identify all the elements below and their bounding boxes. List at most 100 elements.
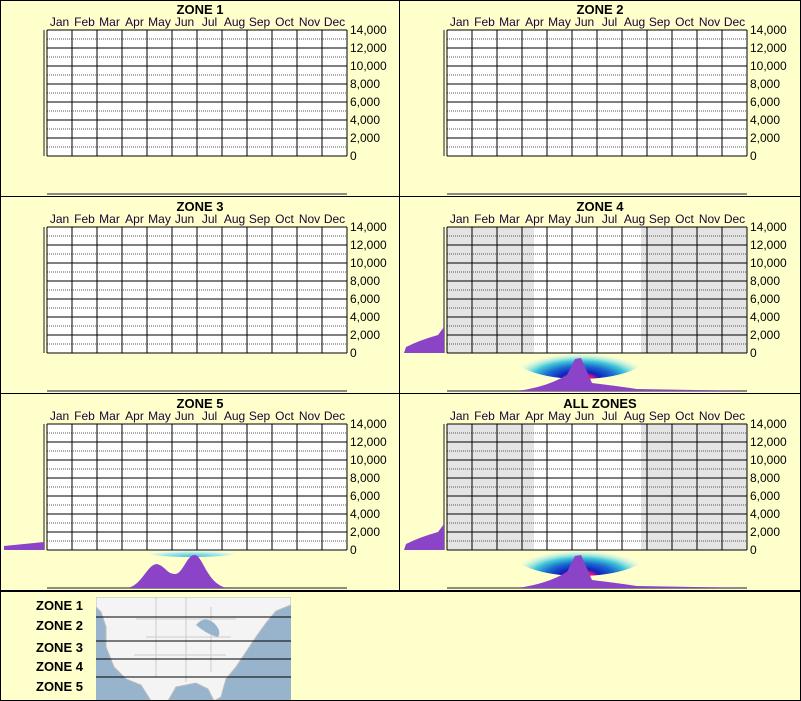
y-tick-label: 2,000 xyxy=(350,328,381,342)
month-label: Nov xyxy=(698,15,721,29)
bottom-marginal-density xyxy=(517,555,747,588)
month-label: Mar xyxy=(499,212,520,226)
month-label: Apr xyxy=(525,15,544,29)
y-tick-label: 0 xyxy=(750,149,757,163)
y-tick-label: 14,000 xyxy=(350,23,387,37)
y-tick-label: 2,000 xyxy=(750,131,781,145)
y-tick-label: 6,000 xyxy=(350,489,381,503)
month-label: Feb xyxy=(474,212,495,226)
heatmap-plot xyxy=(43,29,348,195)
y-tick-label: 6,000 xyxy=(350,95,381,109)
month-label: Apr xyxy=(125,409,144,423)
legend-zone-label: ZONE 1 xyxy=(36,598,83,613)
month-label: Nov xyxy=(298,409,321,423)
month-label: Jan xyxy=(449,15,470,29)
y-tick-label: 2,000 xyxy=(750,525,781,539)
month-label: Oct xyxy=(275,409,294,423)
y-tick-label: 6,000 xyxy=(750,95,781,109)
month-label: Dec xyxy=(323,212,346,226)
zone-panel: ZONE 2 Jan Feb Mar Apr May Jun Jul Aug Sep Oct Nov D… xyxy=(400,0,801,197)
month-label: Aug xyxy=(623,409,646,423)
month-label: Apr xyxy=(525,409,544,423)
month-label: Jul xyxy=(201,15,218,29)
y-tick-label: 4,000 xyxy=(350,507,381,521)
month-label: Jan xyxy=(49,409,70,423)
heatmap-plot xyxy=(443,29,748,195)
heatmap-plot xyxy=(404,423,748,589)
month-label: Apr xyxy=(125,15,144,29)
month-label: May xyxy=(548,212,571,226)
y-tick-label: 10,000 xyxy=(750,59,787,73)
month-label: Jul xyxy=(201,409,218,423)
y-tick-label: 10,000 xyxy=(750,256,787,270)
y-tick-label: 8,000 xyxy=(350,274,381,288)
month-label: Feb xyxy=(474,15,495,29)
off-season-shade xyxy=(447,424,534,550)
legend-zone-label: ZONE 3 xyxy=(36,640,83,655)
legend-zone-label: ZONE 5 xyxy=(36,679,83,694)
month-label: Apr xyxy=(125,212,144,226)
month-label: Sep xyxy=(648,212,671,226)
y-tick-label: 12,000 xyxy=(750,41,787,55)
month-label: Feb xyxy=(74,409,95,423)
month-label: Feb xyxy=(74,15,95,29)
y-tick-label: 4,000 xyxy=(350,113,381,127)
month-label: Mar xyxy=(499,409,520,423)
month-label: May xyxy=(148,409,171,423)
month-label: Jun xyxy=(174,15,195,29)
month-label: Dec xyxy=(723,409,746,423)
y-tick-label: 6,000 xyxy=(350,292,381,306)
month-label: Dec xyxy=(723,15,746,29)
panel-title: ZONE 1 xyxy=(176,2,224,17)
month-label: Jul xyxy=(601,409,618,423)
month-label: Jan xyxy=(449,212,470,226)
month-label: Nov xyxy=(698,212,721,226)
zone-panel: ZONE 1 Jan Feb Mar Apr May Jun Jul Aug Sep Oct Nov D… xyxy=(0,0,400,197)
zone-legend: ZONE 1 ZONE 2 ZONE 3 ZONE 4 ZONE 5 xyxy=(0,591,801,701)
month-label: Aug xyxy=(223,409,246,423)
month-label: Jan xyxy=(49,15,70,29)
y-tick-label: 4,000 xyxy=(750,113,781,127)
month-label: Sep xyxy=(648,15,671,29)
month-label: Aug xyxy=(223,15,246,29)
zone-panel: ZONE 5 Jan Feb Mar Apr May Jun Jul Aug Sep Oct Nov D… xyxy=(0,394,400,591)
month-label: Mar xyxy=(99,409,120,423)
panel-title: ZONE 3 xyxy=(176,199,224,214)
month-label: Jun xyxy=(574,212,595,226)
y-tick-label: 0 xyxy=(350,346,357,360)
month-label: Oct xyxy=(675,212,694,226)
y-tick-label: 10,000 xyxy=(350,256,387,270)
month-label: Dec xyxy=(323,409,346,423)
month-label: Jun xyxy=(174,212,195,226)
month-label: Oct xyxy=(275,212,294,226)
zone-map xyxy=(96,597,291,701)
y-tick-label: 4,000 xyxy=(750,507,781,521)
month-label: Mar xyxy=(499,15,520,29)
heatmap-plot xyxy=(4,423,348,589)
y-tick-label: 14,000 xyxy=(350,417,387,431)
month-label: May xyxy=(148,15,171,29)
month-label: Apr xyxy=(525,212,544,226)
month-label: May xyxy=(148,212,171,226)
month-label: Oct xyxy=(275,15,294,29)
month-label: Oct xyxy=(675,409,694,423)
y-tick-label: 0 xyxy=(350,543,357,557)
heatmap-plot xyxy=(43,226,348,392)
month-label: Jan xyxy=(49,212,70,226)
month-label: Dec xyxy=(323,15,346,29)
month-label: Jul xyxy=(601,15,618,29)
y-tick-label: 12,000 xyxy=(750,238,787,252)
legend-zone-label: ZONE 4 xyxy=(36,659,83,674)
month-label: Aug xyxy=(623,212,646,226)
y-tick-label: 12,000 xyxy=(350,41,387,55)
month-label: Feb xyxy=(474,409,495,423)
y-tick-label: 0 xyxy=(350,149,357,163)
month-label: Jul xyxy=(601,212,618,226)
month-label: Nov xyxy=(698,409,721,423)
month-label: Sep xyxy=(248,15,271,29)
y-tick-label: 14,000 xyxy=(750,220,787,234)
panel-title: ALL ZONES xyxy=(563,396,637,411)
month-label: Mar xyxy=(99,15,120,29)
y-tick-label: 8,000 xyxy=(350,471,381,485)
